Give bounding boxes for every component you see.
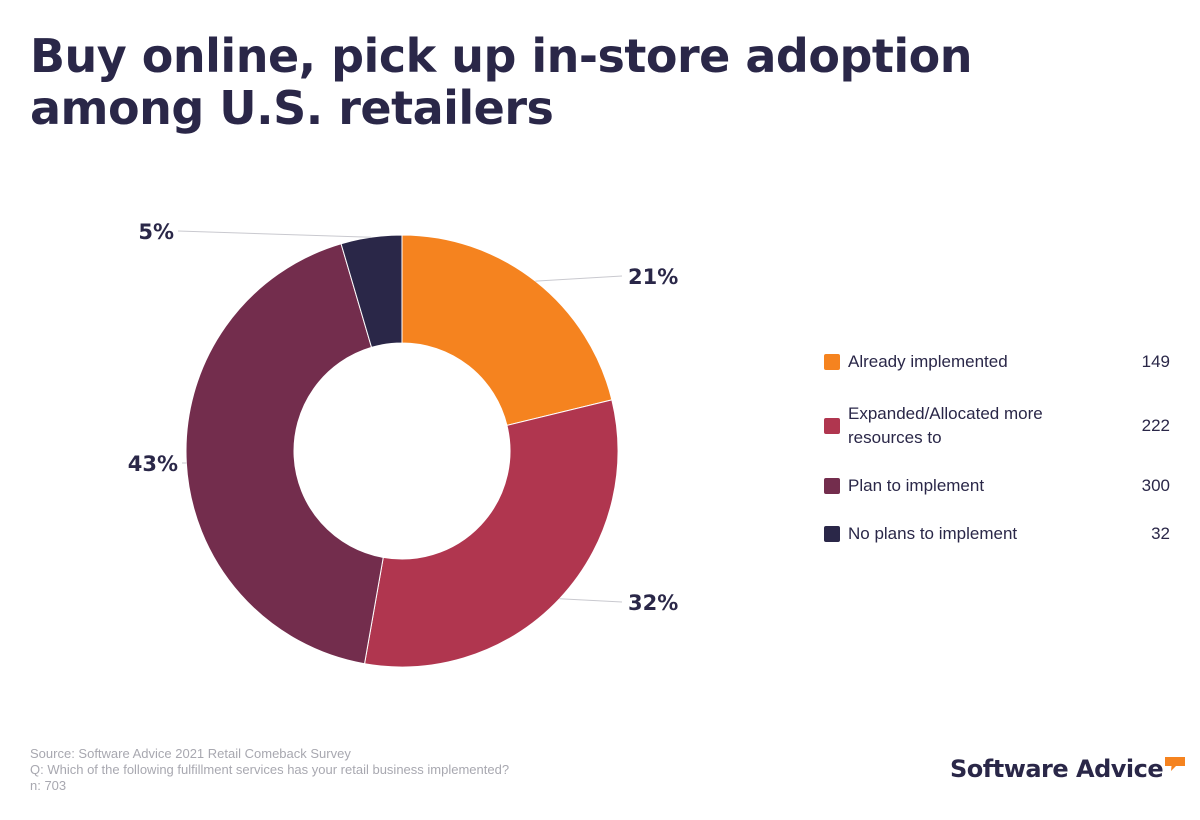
donut-slice-already-implemented xyxy=(401,234,613,427)
legend-value: 32 xyxy=(1151,524,1170,543)
footnote-question: Q: Which of the following fulfillment se… xyxy=(30,762,510,777)
data-label-expanded: 32% xyxy=(628,591,678,615)
legend-item-no-plans: No plans to implement 32 xyxy=(824,522,1170,546)
leader-line-already-implemented xyxy=(535,275,623,282)
legend-item-already-implemented: Already implemented 149 xyxy=(824,350,1170,374)
leader-line-no-plans xyxy=(177,230,372,238)
legend-swatch xyxy=(824,418,840,434)
chart-title: Buy online, pick up in-store adoption am… xyxy=(30,30,972,134)
legend-label: Expanded/Allocated more resources to xyxy=(848,404,1043,447)
leader-line-expanded xyxy=(559,598,623,603)
donut-slice-no-plans xyxy=(340,234,403,349)
legend-value: 222 xyxy=(1141,416,1170,435)
legend-swatch xyxy=(824,478,840,494)
donut-slice-expanded xyxy=(363,399,619,668)
footnote-sample-size: n: 703 xyxy=(30,778,67,793)
software-advice-logo: Software Advice xyxy=(950,755,1186,789)
legend-label: No plans to implement xyxy=(848,524,1018,543)
donut-slice-plan-to-implement xyxy=(185,243,384,665)
data-label-plan-to-implement: 43% xyxy=(128,452,178,476)
data-label-already-implemented: 21% xyxy=(628,265,678,289)
legend-swatch xyxy=(824,526,840,542)
chart-title-line-2: among U.S. retailers xyxy=(30,81,554,135)
legend-value: 149 xyxy=(1141,352,1170,371)
legend-swatch xyxy=(824,354,840,370)
legend-label: Plan to implement xyxy=(848,476,985,495)
chart-title-line-1: Buy online, pick up in-store adoption xyxy=(30,29,972,83)
legend-label: Already implemented xyxy=(848,352,1008,371)
data-label-no-plans: 5% xyxy=(138,220,174,244)
footnote: Source: Software Advice 2021 Retail Come… xyxy=(30,746,509,794)
legend-item-plan-to-implement: Plan to implement 300 xyxy=(824,474,1170,498)
legend-item-expanded: Expanded/Allocated more resources to 222 xyxy=(824,402,1170,450)
legend-value: 300 xyxy=(1141,476,1170,495)
footnote-source: Source: Software Advice 2021 Retail Come… xyxy=(30,746,351,761)
speech-bubble-icon xyxy=(1165,757,1186,771)
logo-text: Software Advice xyxy=(950,755,1164,783)
